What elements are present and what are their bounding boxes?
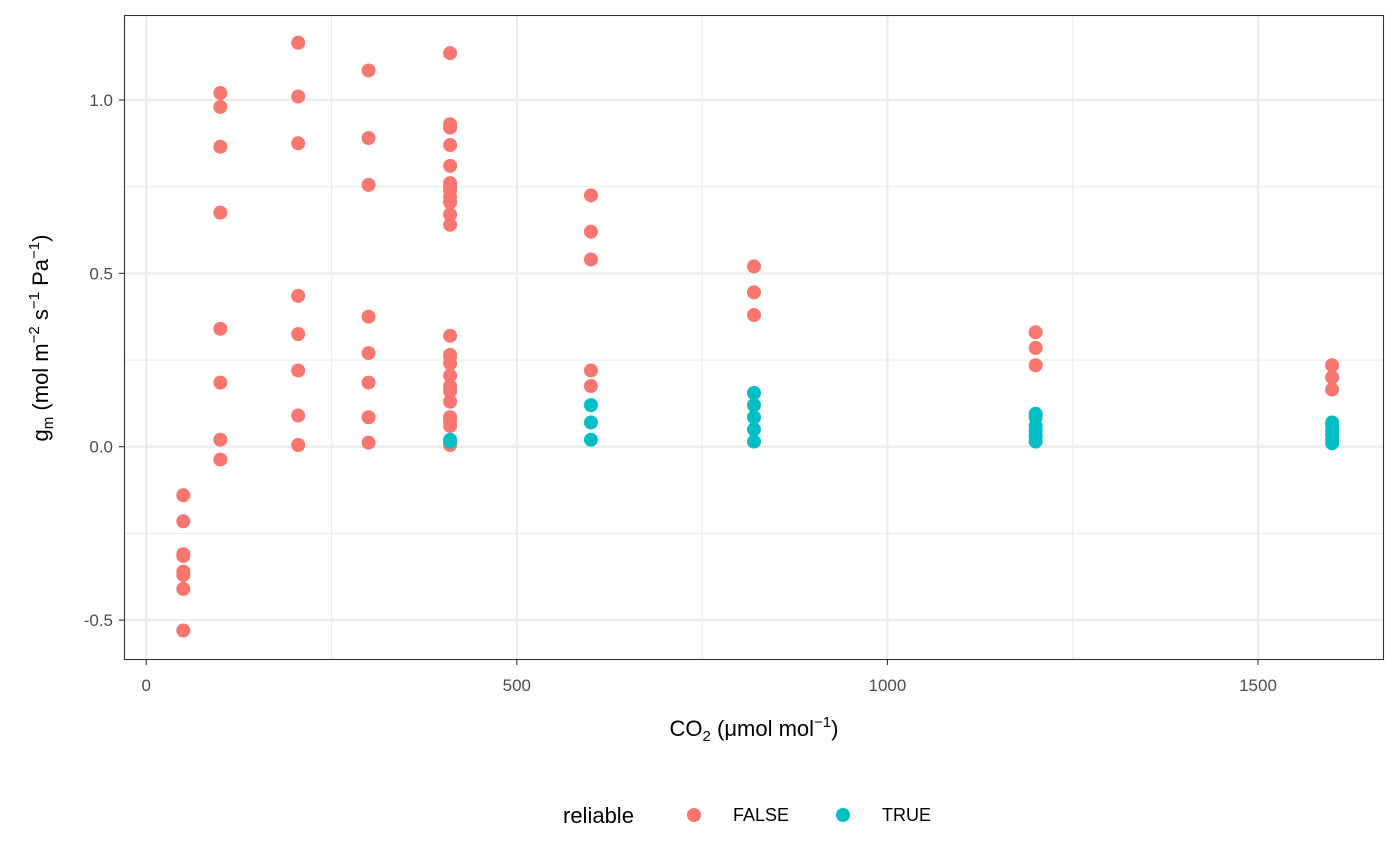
plot-panel [123,14,1385,661]
data-point-false [291,408,306,423]
data-point-false [583,363,598,378]
data-point-false [443,394,458,409]
data-point-false [291,89,306,104]
data-point-false [1028,325,1043,340]
data-point-true [747,385,761,400]
data-point-false [361,63,376,78]
data-point-false [176,568,191,583]
data-points [176,35,1340,638]
data-point-false [213,452,228,467]
data-point-false [1325,370,1340,385]
data-point-false [443,195,458,210]
legend-key-true [836,808,850,822]
data-point-true [583,415,598,430]
legend-label-true: TRUE [882,805,931,825]
data-point-true [747,422,761,437]
y-tick-label: 1.0 [89,91,113,110]
data-point-false [361,410,376,425]
data-point-true [1325,436,1340,451]
minor-gridlines [124,15,1384,660]
data-point-false [361,309,376,324]
data-point-false [213,139,228,154]
x-tick-label: 1500 [1239,676,1277,695]
data-point-false [213,86,228,101]
data-point-false [291,438,306,452]
data-point-false [443,356,458,371]
data-point-false [1028,358,1043,373]
y-tick-label: 0.0 [89,438,113,457]
y-axis-title: gm (mol m−2 s−1 Pa−1) [26,235,57,442]
data-point-false [213,432,228,447]
data-point-false [583,188,598,203]
legend-key-false [687,808,701,822]
data-point-true [747,434,761,449]
y-axis: -0.5 0.0 0.5 1.0 [84,91,124,630]
data-point-false [176,623,191,638]
x-tick-label: 0 [142,676,151,695]
panel-background [124,15,1384,660]
data-point-false [583,379,598,394]
data-point-false [1325,358,1340,373]
y-tick-label: 0.5 [89,264,113,283]
data-point-false [291,363,306,378]
legend-item-false: FALSE [687,805,789,825]
data-point-false [291,136,306,151]
data-point-false [176,548,191,563]
data-point-true [443,434,458,449]
major-gridlines [124,15,1384,660]
data-point-false [176,488,191,503]
panel-border [123,14,1385,661]
data-point-false [443,384,458,399]
x-axis: 0 500 1000 1500 [142,660,1277,695]
data-point-false [443,217,458,232]
data-point-false [213,321,228,336]
data-point-false [443,328,458,343]
legend: reliable FALSE TRUE [563,803,931,828]
data-point-true [747,398,761,413]
data-point-false [583,224,598,239]
data-point-false [361,375,376,390]
data-point-false [176,514,191,529]
x-tick-label: 1000 [868,676,906,695]
data-point-true [747,410,761,425]
data-point-false [443,418,458,433]
data-point-false [443,368,458,383]
data-point-false [443,138,458,153]
data-point-false [1325,382,1340,397]
legend-items: FALSE TRUE [687,805,931,825]
data-point-false [291,288,306,303]
legend-item-true: TRUE [836,805,931,825]
y-tick-label: -0.5 [84,611,113,630]
legend-label-false: FALSE [733,805,789,825]
data-point-false [361,177,376,192]
x-tick-label: 500 [503,676,531,695]
data-point-false [583,252,598,267]
data-point-false [1028,340,1043,355]
data-point-false [443,120,458,135]
data-point-false [291,35,306,50]
data-point-true [583,432,598,447]
data-point-false [443,46,458,61]
data-point-false [747,307,761,322]
data-point-true [583,398,598,413]
data-point-false [291,327,306,342]
data-point-false [361,435,376,450]
x-axis-title: CO2 (μmol mol−1) [670,714,839,745]
data-point-false [176,581,191,596]
data-point-false [747,259,761,274]
data-point-false [213,99,228,114]
data-point-false [361,346,376,361]
data-point-false [443,158,458,173]
legend-title: reliable [563,803,634,828]
data-point-false [443,207,458,222]
data-point-false [213,375,228,390]
data-point-false [213,205,228,220]
data-point-false [747,285,761,300]
data-point-true [1028,434,1043,449]
data-point-false [361,131,376,146]
